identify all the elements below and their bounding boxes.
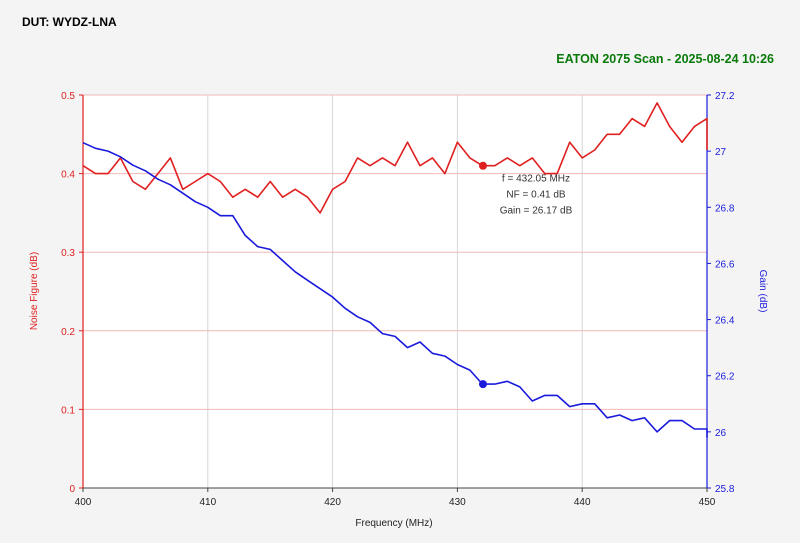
gain-marker-dot (478, 380, 487, 389)
nf-axis-title: Noise Figure (dB) (29, 252, 40, 330)
gain-tick-label: 26 (715, 428, 727, 439)
data-marker: f = 432.05 MHz NF = 0.41 dB Gain = 26.17 d… (478, 161, 573, 389)
gain-tick-label: 27 (715, 147, 727, 158)
nf-marker-dot (478, 161, 487, 170)
marker-readout-line: NF = 0.41 dB (506, 190, 566, 201)
nf-tick-label: 0.5 (61, 91, 75, 102)
scan-info-label: EATON 2075 Scan - 2025-08-24 10:26 (556, 52, 774, 66)
gain-tick-label: 26.2 (715, 372, 735, 383)
gain-tick-label: 26.6 (715, 259, 735, 270)
gain-axis-title: Gain (dB) (757, 270, 768, 313)
gain-tick-label: 27.2 (715, 91, 735, 102)
marker-readout-line: f = 432.05 MHz (502, 174, 570, 185)
plot-area (83, 95, 707, 488)
gain-tick-label: 26.4 (715, 316, 735, 327)
gain-tick-label: 26.8 (715, 203, 735, 214)
dut-label: DUT: WYDZ-LNA (22, 15, 117, 29)
nf-tick-label: 0.4 (61, 170, 75, 181)
nf-series-line (82, 102, 708, 214)
x-tick-label: 450 (699, 497, 716, 508)
x-axis-title: Frequency (MHz) (355, 518, 432, 529)
grid-lines (82, 94, 708, 489)
gain-tick-label: 25.8 (715, 484, 735, 495)
x-tick-label: 410 (199, 497, 216, 508)
x-tick-label: 400 (75, 497, 92, 508)
marker-readout-line: Gain = 26.17 dB (500, 206, 573, 217)
gain-series-line (82, 141, 708, 438)
x-tick-label: 430 (449, 497, 466, 508)
nf-tick-label: 0.2 (61, 327, 75, 338)
x-tick-label: 420 (324, 497, 341, 508)
gain-axis: 25.8 26 26.2 26.4 26.6 26.8 27 27.2 (706, 91, 735, 495)
nf-tick-label: 0.1 (61, 405, 75, 416)
nf-axis: 0 0.1 0.2 0.3 0.4 0.5 (61, 91, 84, 495)
x-axis: 400 410 420 430 440 450 (75, 487, 716, 508)
nf-tick-label: 0 (69, 484, 75, 495)
x-tick-label: 440 (574, 497, 591, 508)
nf-tick-label: 0.3 (61, 248, 75, 259)
series-lines (82, 102, 708, 438)
